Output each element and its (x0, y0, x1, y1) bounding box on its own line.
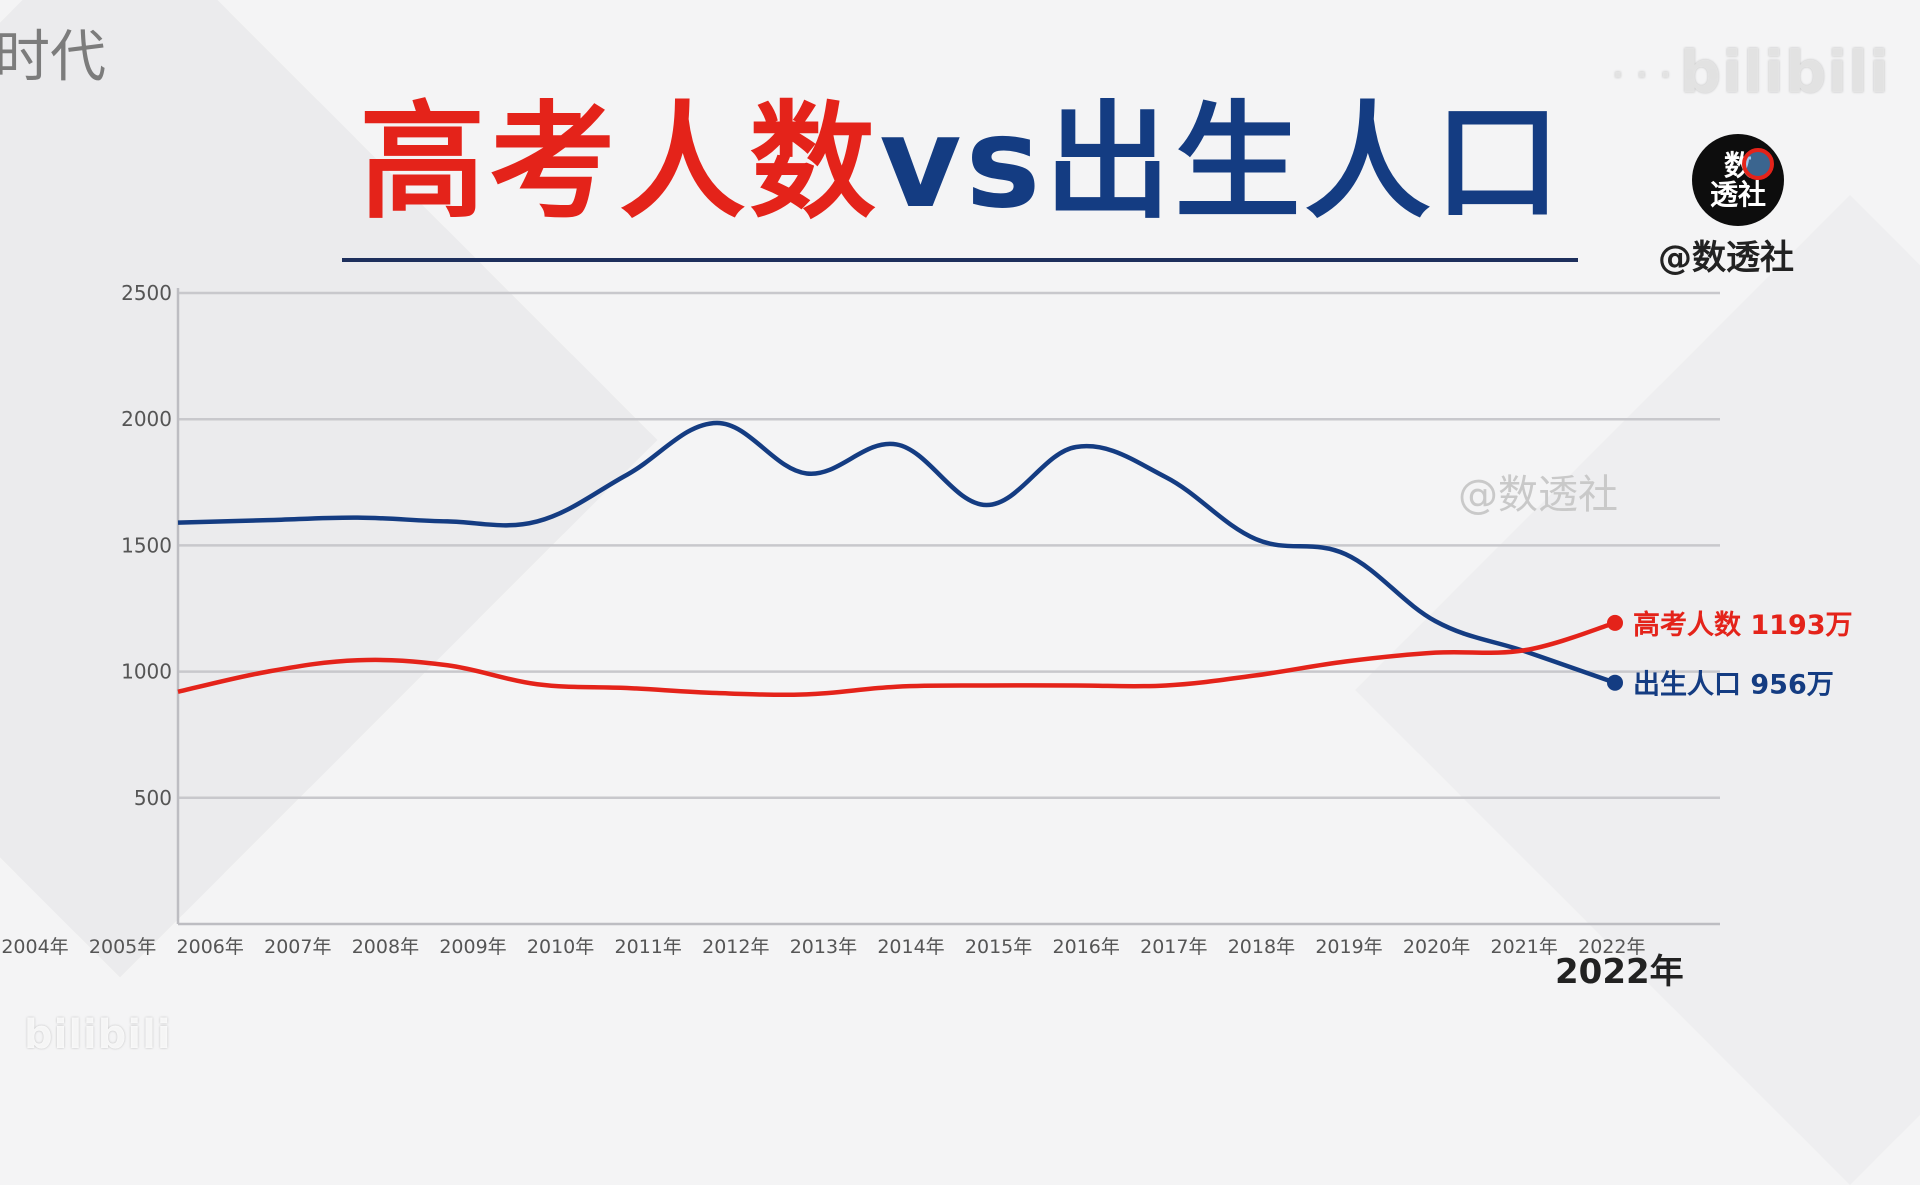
x-tick-label: 2012年 (702, 936, 769, 958)
current-year-caption: 2022年 (1555, 952, 1684, 992)
y-tick-label: 500 (134, 786, 172, 810)
title-part-births: 出生人口 (1044, 89, 1565, 236)
x-tick-label: 2022年 (1578, 936, 1645, 958)
x-tick-label: 2013年 (790, 936, 857, 958)
x-tick-label: 2004年 (1, 936, 68, 958)
x-tick-label: 2007年 (264, 936, 331, 958)
x-tick-label: 2009年 (439, 936, 506, 958)
x-tick-label: 2008年 (352, 936, 419, 958)
series-end-point (1607, 674, 1623, 691)
series-end-label: 高考人数 1193万 (1633, 609, 1853, 641)
series-end-label: 出生人口 956万 (1633, 670, 1834, 701)
corner-caption: 时代 (0, 25, 106, 90)
x-tick-label: 2005年 (89, 936, 156, 958)
platform-logo-top: bilibili (1679, 38, 1890, 106)
x-tick-label: 2011年 (615, 936, 682, 958)
platform-logo-bottom: bilibili (24, 1012, 172, 1058)
title-part-vs: vs (879, 89, 1045, 236)
x-tick-label: 2014年 (877, 936, 944, 958)
y-tick-label: 1000 (121, 660, 172, 684)
title-part-exam: 高考人数 (359, 89, 880, 236)
y-tick-label: 1500 (121, 533, 172, 557)
x-tick-label: 2021年 (1491, 936, 1558, 958)
x-tick-label: 2017年 (1140, 936, 1207, 958)
x-tick-label: 2019年 (1315, 936, 1382, 958)
watermark-text: @数透社 (1458, 472, 1618, 518)
x-tick-label: 2006年 (177, 936, 244, 958)
grid-lines: 500 1000 1500 2000 2500 (121, 281, 1720, 810)
x-tick-label: 2015年 (965, 936, 1032, 958)
brand-handle: @数透社 (1658, 238, 1794, 278)
chart-slide: 时代 · · · · · bilibili bilibili 高考人数vs出生人… (0, 25, 1890, 1058)
series-lines (177, 420, 1623, 698)
y-tick-label: 2500 (121, 281, 172, 305)
x-tick-label: 2018年 (1228, 936, 1295, 958)
platform-logo-top-small: · · · · · (1612, 58, 1720, 93)
x-tick-label: 2010年 (527, 936, 594, 958)
brand-logo: 数 透社 (1692, 134, 1784, 226)
x-tick-label: 2020年 (1403, 936, 1470, 958)
brand-logo-text-2: 透社 (1709, 178, 1766, 211)
chart-title: 高考人数vs出生人口 (344, 100, 1580, 226)
x-tick-label: 2016年 (1053, 936, 1120, 958)
axes: 2004年 2005年 2006年 2007年 2008年 2009年 2010年 2011年… (1, 288, 1720, 958)
title-underline (342, 258, 1578, 262)
series-line-births (177, 420, 1616, 685)
y-tick-label: 2000 (121, 407, 172, 431)
magnifier-icon (1742, 148, 1774, 180)
series-end-point (1607, 614, 1623, 631)
line-chart: 500 1000 1500 2000 2500 2004年 2005年 2006年 2007年… (1, 281, 1853, 992)
series-line-exam-takers (177, 620, 1616, 698)
